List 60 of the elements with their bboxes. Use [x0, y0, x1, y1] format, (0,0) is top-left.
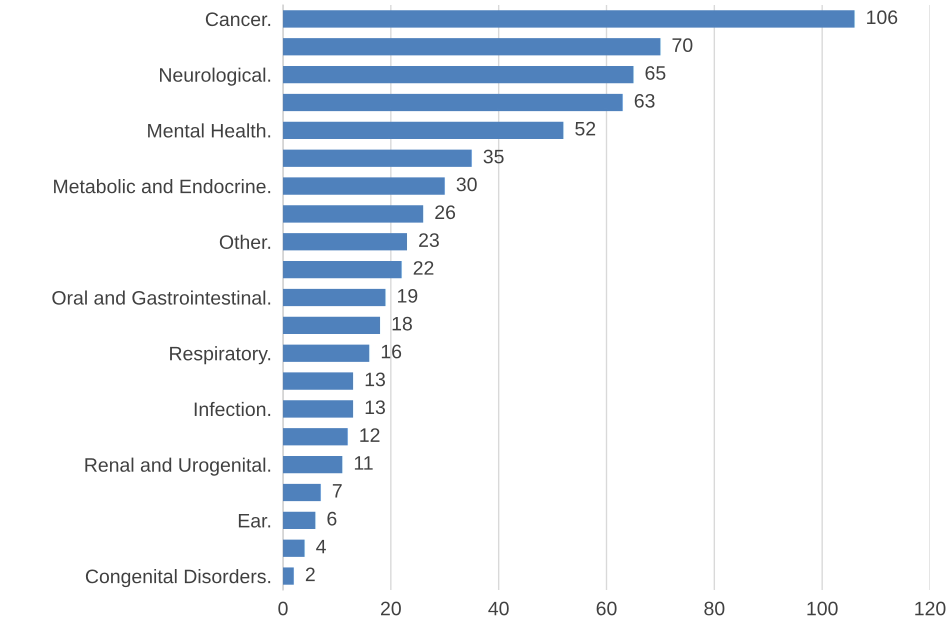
- data-label: 16: [382, 344, 402, 358]
- y-tick-label: Metabolic and Endocrine.: [54, 179, 270, 194]
- x-tick-label: 0: [278, 602, 288, 616]
- bar: [283, 428, 348, 446]
- bar: [283, 288, 386, 306]
- data-label: 52: [575, 122, 596, 136]
- y-tick-label: Infection.: [194, 402, 270, 416]
- bar: [283, 512, 316, 529]
- data-label: 22: [414, 261, 434, 275]
- bar: [283, 66, 634, 84]
- data-label: 30: [456, 178, 477, 192]
- data-label: 35: [484, 150, 504, 164]
- bar: [283, 10, 855, 28]
- data-label: 63: [634, 94, 655, 108]
- data-label: 106: [867, 10, 898, 24]
- bar: [283, 567, 294, 585]
- data-label: 13: [366, 372, 385, 386]
- data-label: 18: [392, 316, 412, 331]
- data-label: 23: [419, 233, 439, 248]
- x-tick-label: 20: [381, 602, 401, 616]
- x-tick-label: 100: [807, 602, 838, 616]
- y-tick-label: Congenital Disorders.: [86, 569, 270, 588]
- y-tick-label: Other.: [220, 234, 270, 250]
- bar: [283, 233, 408, 250]
- data-label: 7: [332, 484, 342, 498]
- bar: [283, 261, 402, 278]
- data-label: 12: [360, 428, 380, 442]
- bar: [283, 122, 564, 139]
- bar: [283, 540, 305, 557]
- data-label: 26: [435, 205, 456, 220]
- data-label: 13: [366, 400, 385, 414]
- y-tick-label: Mental Health.: [148, 123, 270, 138]
- x-tick-label: 60: [596, 602, 617, 616]
- bar: [283, 456, 342, 474]
- x-tick-label: 40: [488, 602, 509, 616]
- y-tick-label: Renal and Urogenital.: [85, 458, 270, 476]
- bar: [283, 150, 472, 167]
- data-label: 70: [672, 38, 692, 52]
- x-tick-label: 120: [915, 602, 946, 616]
- bar: [283, 38, 660, 56]
- y-tick-label: Ear.: [238, 514, 270, 528]
- y-tick-label: Cancer.: [206, 12, 270, 26]
- data-label: 65: [646, 66, 666, 80]
- bar: [283, 316, 380, 334]
- data-label: 4: [316, 540, 326, 554]
- data-label: 6: [327, 512, 336, 526]
- data-label: 11: [354, 456, 373, 470]
- bar: [283, 372, 354, 390]
- bar: [283, 94, 623, 112]
- data-label: 2: [306, 568, 315, 582]
- bar: [283, 400, 354, 418]
- bar: [283, 484, 321, 502]
- y-tick-label: Oral and Gastrointestinal.: [52, 290, 270, 305]
- bar: [283, 344, 370, 362]
- bar: [283, 205, 424, 223]
- x-tick-label: 80: [704, 602, 724, 616]
- bar: [283, 177, 445, 195]
- y-tick-label: Neurological.: [160, 68, 270, 86]
- y-tick-label: Respiratory.: [170, 346, 270, 364]
- data-label: 19: [398, 288, 418, 303]
